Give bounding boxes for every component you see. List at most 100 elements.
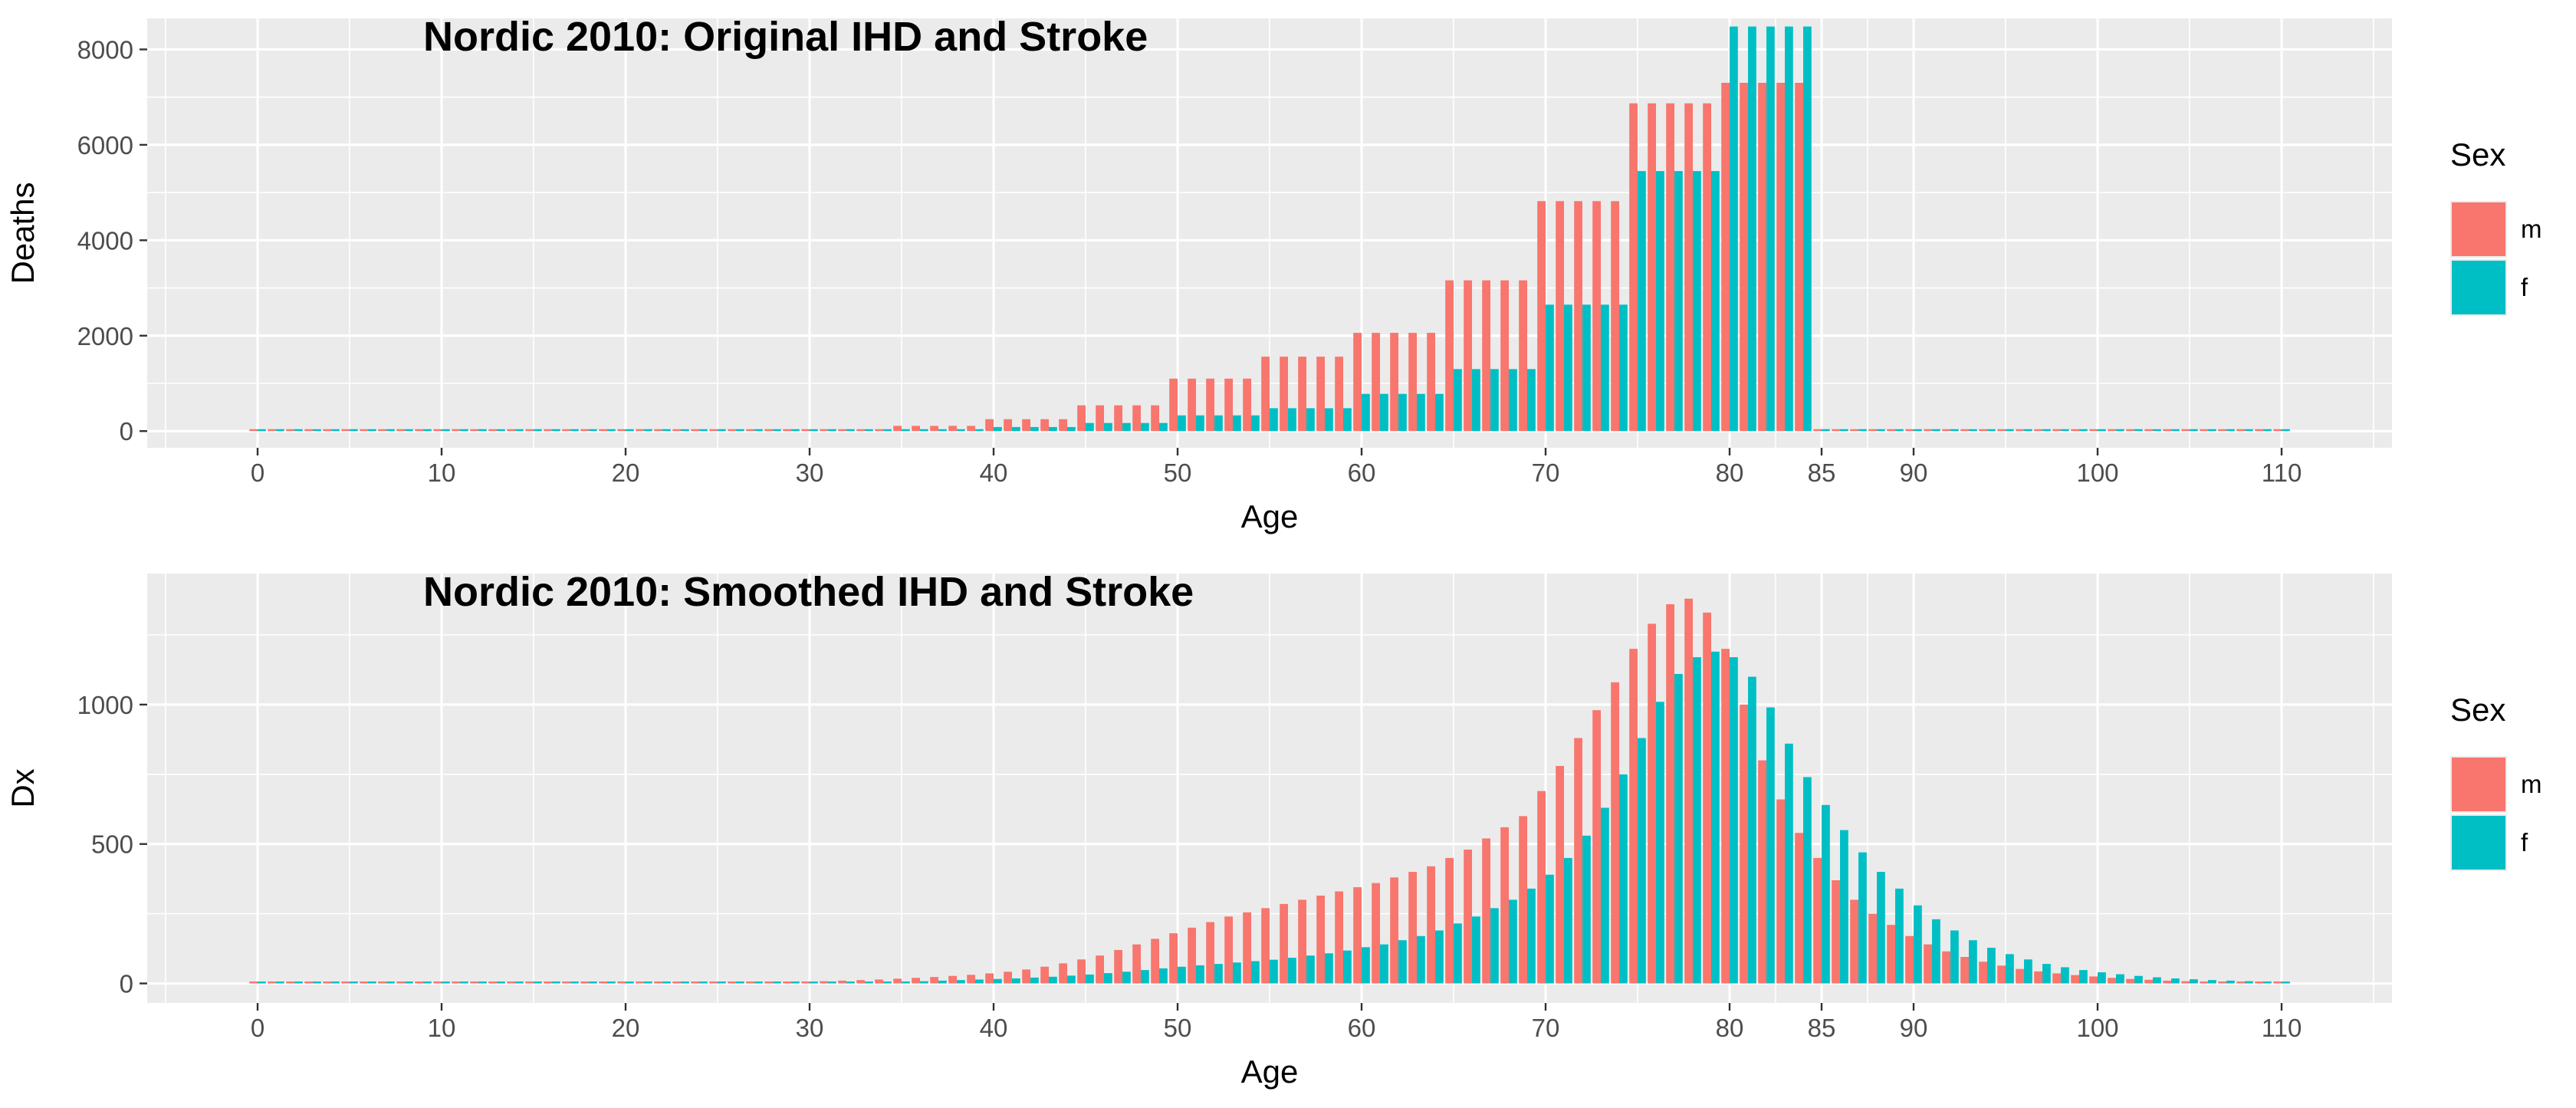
bar-f-age-104 [2171, 978, 2180, 984]
bar-f-age-18 [589, 429, 597, 432]
bar-f-age-22 [662, 981, 671, 984]
bar-m-age-57 [1298, 899, 1306, 984]
bar-m-age-44 [1059, 963, 1067, 984]
bar-f-age-32 [846, 981, 855, 984]
bar-m-age-23 [672, 429, 681, 432]
bar-m-age-54 [1243, 912, 1251, 984]
x-tick-label: 70 [1532, 459, 1560, 487]
y-tick-label: 6000 [77, 131, 133, 159]
bar-f-age-2 [294, 429, 303, 432]
bar-m-age-91 [1924, 944, 1932, 984]
x-tick-label: 40 [980, 459, 1008, 487]
bar-m-age-71 [1556, 765, 1564, 984]
bar-m-age-48 [1132, 405, 1141, 432]
bar-f-age-44 [1067, 975, 1076, 984]
bar-f-age-22 [662, 429, 671, 432]
bar-f-age-109 [2263, 429, 2272, 432]
bar-f-age-58 [1325, 953, 1333, 984]
bar-m-age-50 [1169, 933, 1178, 984]
chart-panel-1: 0 10 20 30 40 50 60 70 80 85 90 100 110 0 2000 4000 6000… [5, 14, 2542, 534]
bar-m-age-37 [930, 977, 938, 984]
bar-f-age-109 [2263, 981, 2272, 984]
bar-f-age-49 [1159, 968, 1168, 984]
bar-f-age-13 [497, 429, 505, 432]
bar-m-age-40 [985, 419, 994, 432]
bar-f-age-28 [773, 981, 781, 984]
bar-f-age-104 [2171, 429, 2180, 432]
bar-f-age-82 [1766, 26, 1775, 432]
bar-f-age-83 [1785, 743, 1793, 984]
bar-m-age-14 [507, 981, 515, 984]
bar-m-age-94 [1979, 962, 1987, 984]
bar-m-age-82 [1758, 760, 1766, 984]
x-axis-title: Age [1241, 498, 1299, 534]
bar-m-age-35 [893, 426, 902, 432]
bar-m-age-97 [2034, 429, 2042, 432]
bar-m-age-103 [2144, 979, 2153, 984]
legend: Sex m f [2450, 136, 2542, 316]
bar-m-age-23 [672, 981, 681, 984]
bar-f-age-4 [331, 429, 340, 432]
bar-f-age-79 [1711, 171, 1720, 432]
bar-f-age-98 [2061, 967, 2069, 984]
bar-m-age-86 [1832, 429, 1840, 432]
bar-m-age-56 [1280, 357, 1288, 432]
bar-f-age-8 [405, 429, 413, 432]
bar-f-age-6 [368, 981, 376, 984]
bar-m-age-104 [2163, 429, 2171, 432]
bar-f-age-96 [2024, 959, 2032, 984]
bar-f-age-68 [1509, 899, 1517, 984]
bar-m-age-2 [286, 429, 294, 432]
bar-m-age-65 [1445, 280, 1454, 432]
bar-m-age-71 [1556, 201, 1564, 432]
bar-f-age-14 [515, 429, 524, 432]
bar-f-age-18 [589, 981, 597, 984]
bar-m-age-77 [1666, 604, 1674, 984]
bar-m-age-44 [1059, 419, 1067, 432]
bar-f-age-12 [478, 981, 487, 984]
bar-m-age-22 [654, 429, 662, 432]
bar-m-age-24 [691, 981, 699, 984]
bar-f-age-84 [1803, 26, 1812, 432]
bar-m-age-85 [1813, 429, 1822, 432]
bar-f-age-51 [1196, 415, 1204, 432]
bar-m-age-30 [801, 429, 810, 432]
chart-title: Nordic 2010: Original IHD and Stroke [423, 14, 1148, 60]
bar-m-age-21 [636, 429, 644, 432]
bar-m-age-17 [562, 429, 570, 432]
bar-m-age-90 [1905, 429, 1914, 432]
bar-f-age-53 [1233, 415, 1241, 432]
bar-f-age-110 [2282, 429, 2290, 432]
bar-f-age-36 [920, 981, 928, 984]
bar-f-age-52 [1214, 415, 1223, 432]
bar-f-age-10 [442, 429, 450, 432]
bar-m-age-14 [507, 429, 515, 432]
bar-f-age-51 [1196, 965, 1204, 984]
bar-f-age-63 [1417, 935, 1425, 984]
bar-m-age-6 [360, 429, 368, 432]
bar-f-age-25 [718, 429, 726, 432]
bar-m-age-92 [1942, 429, 1950, 432]
bar-f-age-9 [423, 981, 432, 984]
bar-f-age-102 [2134, 975, 2143, 984]
bar-f-age-31 [828, 429, 836, 432]
bar-f-age-67 [1490, 908, 1499, 984]
bar-m-age-46 [1096, 955, 1104, 984]
bar-m-age-102 [2126, 429, 2134, 432]
x-tick-label: 60 [1348, 459, 1376, 487]
bar-f-age-97 [2042, 964, 2051, 984]
bar-f-age-15 [534, 981, 542, 984]
bar-m-age-15 [525, 981, 534, 984]
bar-m-age-51 [1188, 927, 1196, 984]
bar-f-age-110 [2282, 981, 2290, 984]
bar-m-age-30 [801, 981, 810, 984]
bar-m-age-76 [1648, 623, 1656, 984]
bar-f-age-0 [258, 429, 266, 432]
bar-f-age-62 [1398, 940, 1407, 984]
bar-m-age-83 [1776, 799, 1785, 984]
bar-m-age-88 [1868, 913, 1877, 984]
x-tick-label: 90 [1900, 459, 1928, 487]
bar-m-age-11 [452, 429, 460, 432]
bar-f-age-20 [626, 981, 634, 984]
